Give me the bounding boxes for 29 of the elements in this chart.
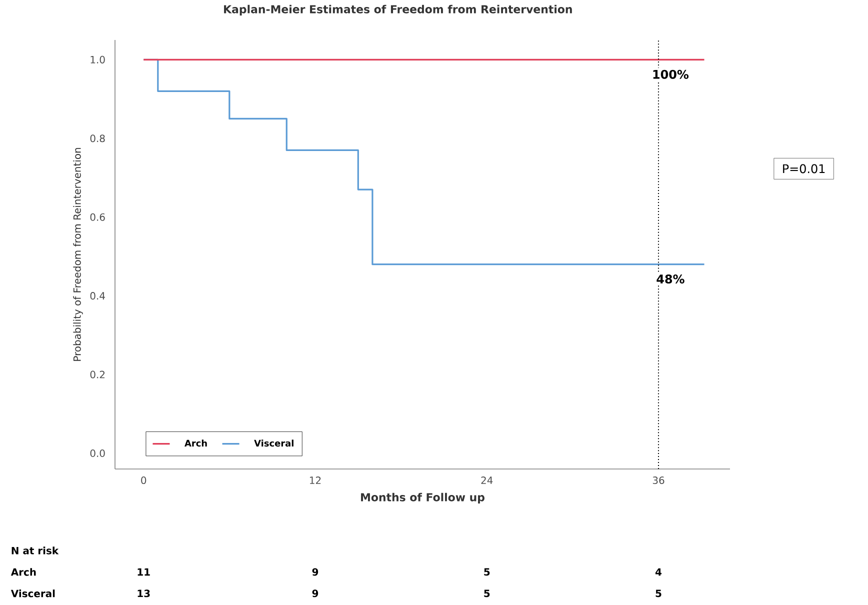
text: 5 xyxy=(656,590,662,598)
text: 5 xyxy=(484,590,490,598)
text: 4 xyxy=(655,568,662,576)
text: P=0.01 xyxy=(783,164,825,174)
annotation: 48% xyxy=(656,274,684,284)
text: 9 xyxy=(312,590,318,598)
legend-label: Visceral xyxy=(254,440,294,447)
y-axis-title: Probability of Freedom from Reintervention xyxy=(73,148,83,361)
y-tick-label: 0.2 xyxy=(90,370,105,378)
y-tick-label: 0.0 xyxy=(90,449,105,458)
x-tick-label: 12 xyxy=(310,476,321,484)
text: Arch xyxy=(10,568,36,576)
text: 13 xyxy=(138,590,150,598)
x-tick-label: 24 xyxy=(481,476,493,484)
annotation: 100% xyxy=(653,70,689,79)
legend-label: Arch xyxy=(184,440,207,447)
y-tick-label: 0.8 xyxy=(90,134,105,142)
x-tick-label: 0 xyxy=(141,476,146,484)
x-tick-label: 36 xyxy=(652,476,664,484)
text: 5 xyxy=(484,568,490,576)
text: 11 xyxy=(138,568,150,576)
x-axis-title: Months of Follow up xyxy=(361,492,484,504)
text: N at risk xyxy=(12,546,59,554)
text: 9 xyxy=(312,568,318,576)
y-tick-label: 0.4 xyxy=(90,292,105,300)
y-tick-label: 0.6 xyxy=(90,213,105,221)
chart-title: Kaplan-Meier Estimates of Freedom from Reintervention xyxy=(224,4,572,16)
text: Visceral xyxy=(10,590,55,598)
y-tick-label: 1.0 xyxy=(90,56,105,64)
